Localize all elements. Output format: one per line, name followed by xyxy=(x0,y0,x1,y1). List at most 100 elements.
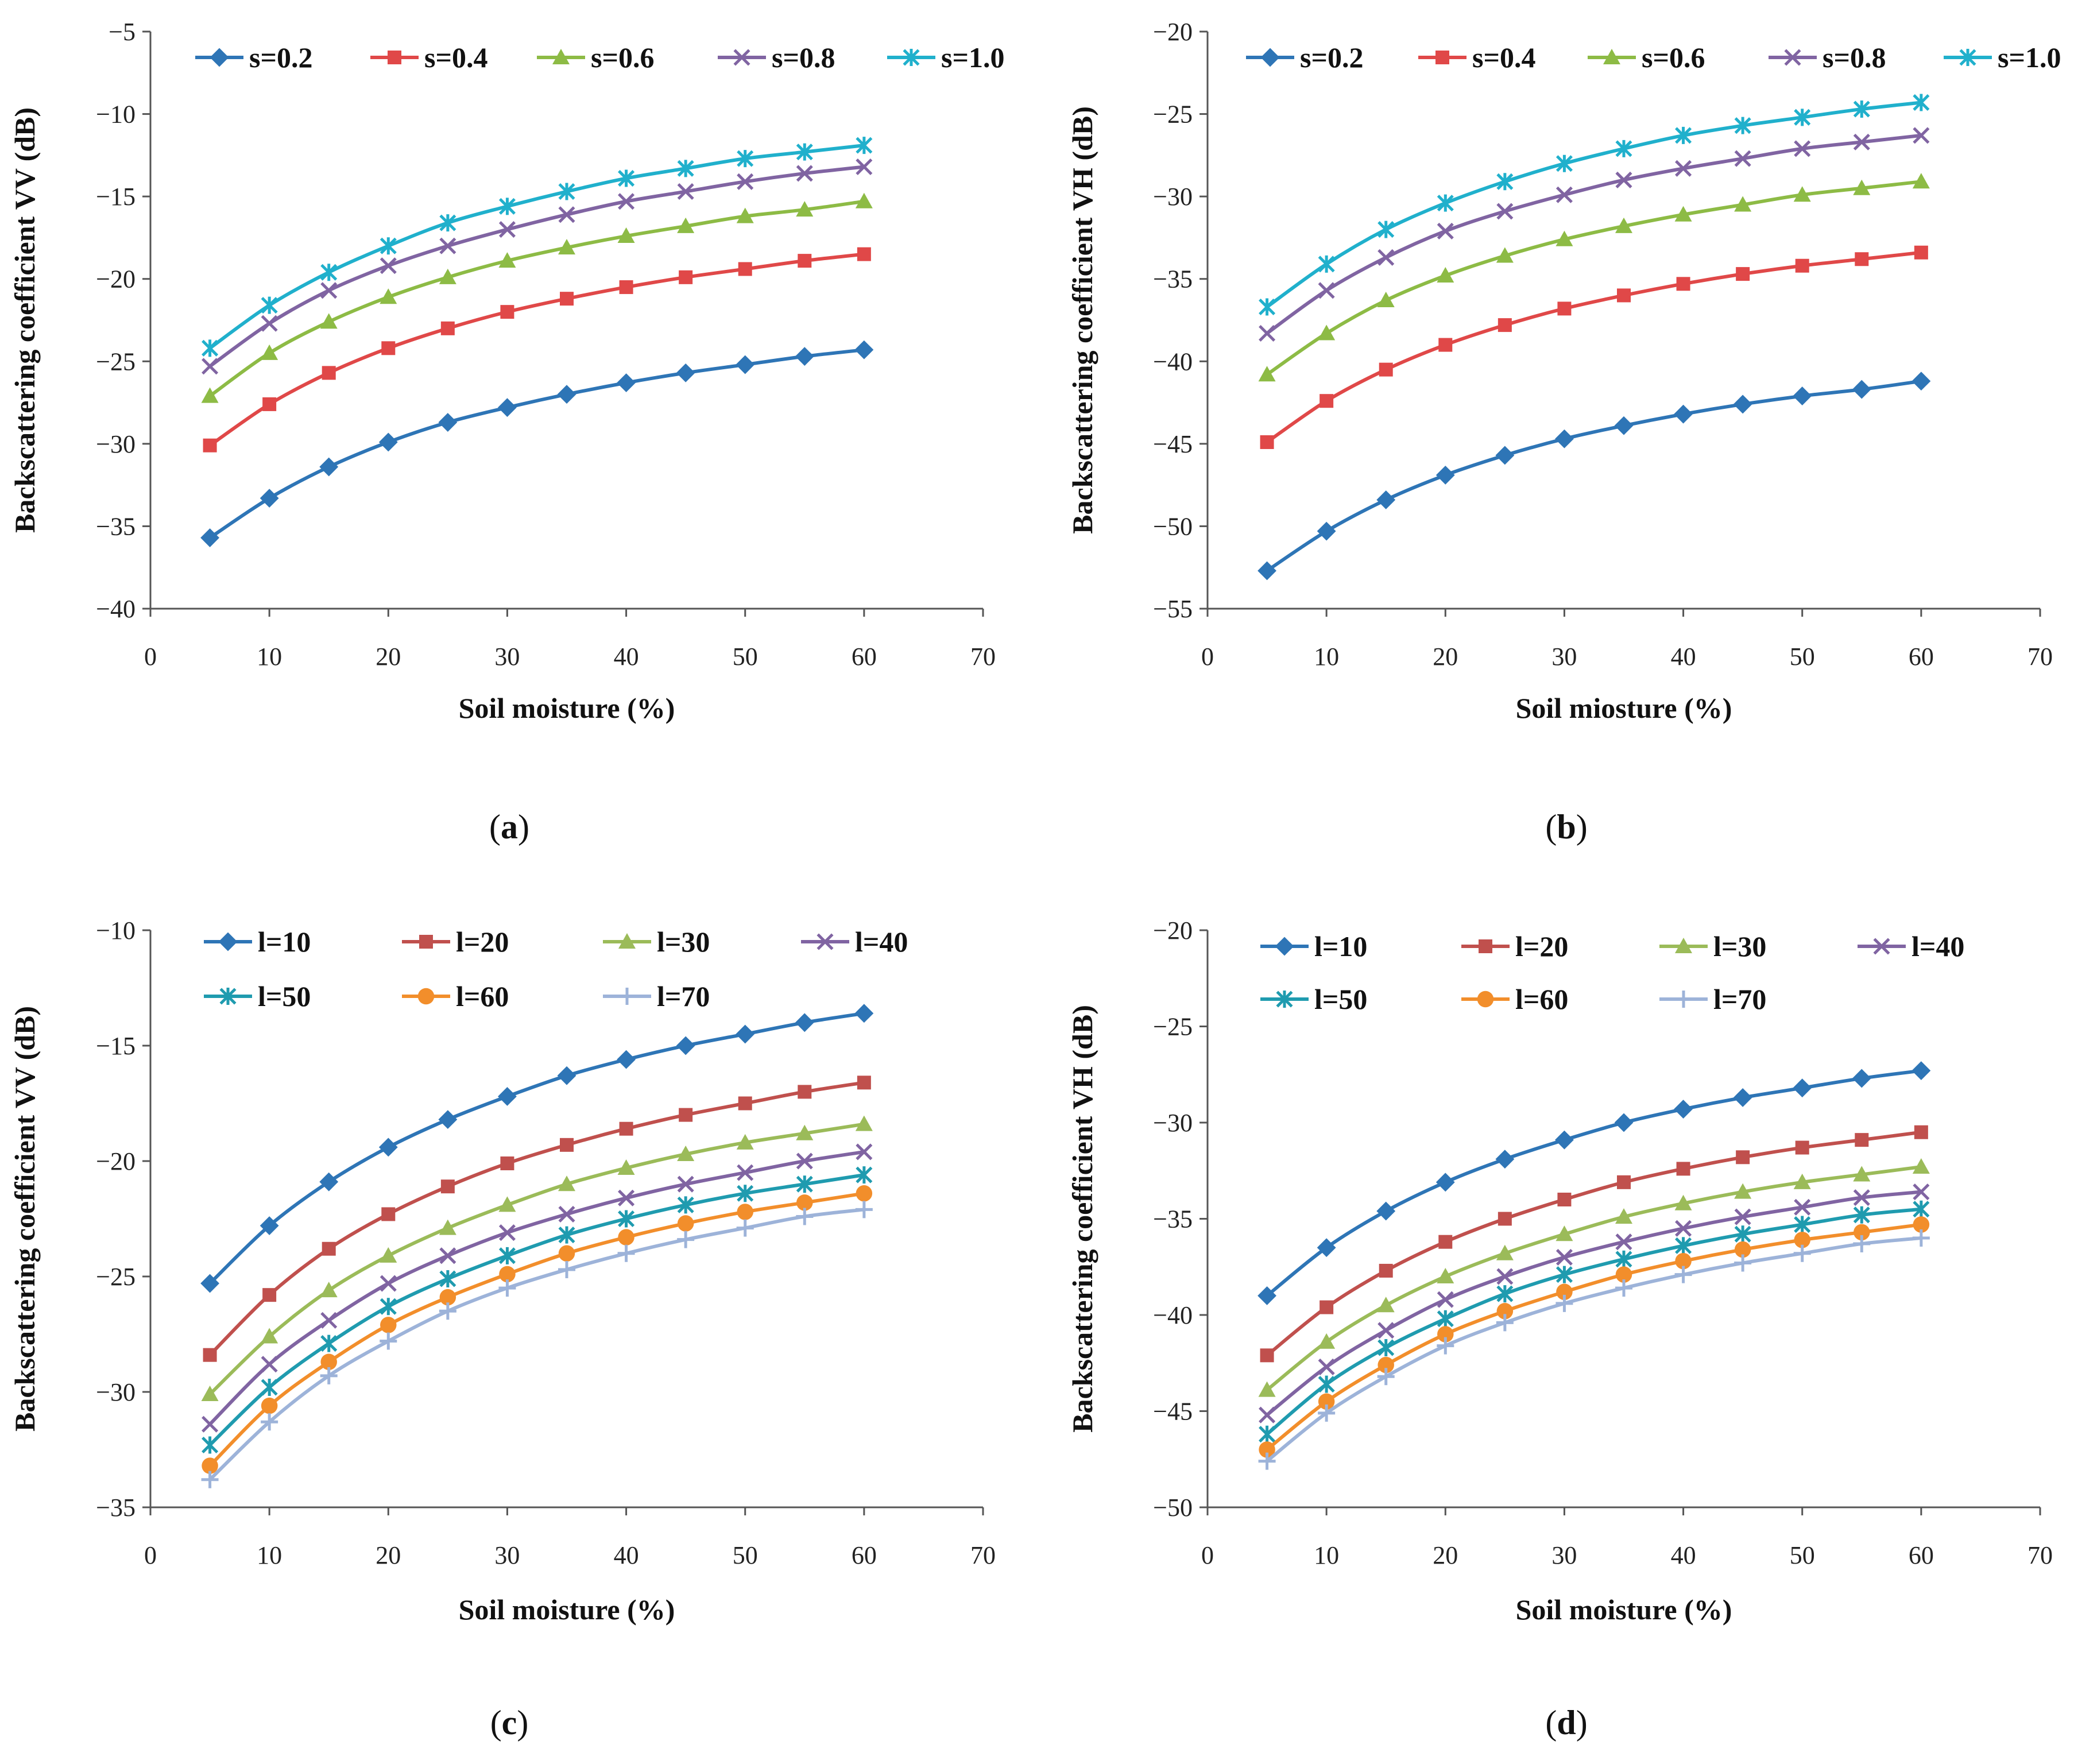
data-point xyxy=(1913,94,1930,111)
data-point xyxy=(320,1334,338,1352)
data-point xyxy=(1556,1294,1573,1312)
data-point xyxy=(1794,109,1811,126)
data-point xyxy=(202,358,219,375)
data-point xyxy=(1913,1216,1930,1233)
data-point xyxy=(796,1175,813,1193)
data-point xyxy=(558,206,575,223)
x-tick-label: 60 xyxy=(852,1541,877,1569)
data-point xyxy=(798,254,812,268)
data-point xyxy=(1437,1268,1454,1283)
data-point xyxy=(261,1378,278,1396)
panel-label-open: ( xyxy=(1545,808,1557,846)
legend-label: l=30 xyxy=(1713,930,1766,962)
data-point xyxy=(498,398,517,417)
data-point xyxy=(1912,1229,1930,1247)
data-point xyxy=(1496,1244,1514,1260)
data-point xyxy=(498,198,516,215)
data-point xyxy=(262,397,277,411)
data-point xyxy=(677,160,694,177)
data-point xyxy=(1258,1452,1276,1470)
y-tick-label: −35 xyxy=(1153,1205,1193,1233)
data-point xyxy=(617,373,636,393)
x-tick-label: 70 xyxy=(2027,1541,2053,1569)
x-tick-label: 70 xyxy=(970,1541,996,1569)
y-tick-label: −45 xyxy=(1153,1398,1193,1426)
data-point xyxy=(1795,1140,1809,1155)
data-point xyxy=(203,1348,217,1362)
x-tick-label: 20 xyxy=(1433,643,1458,671)
data-point xyxy=(1257,1286,1276,1305)
data-point xyxy=(1435,1173,1455,1192)
data-point xyxy=(1793,1173,1811,1189)
panel-label-letter: d xyxy=(1557,1704,1576,1742)
x-tick-label: 0 xyxy=(1201,643,1214,671)
legend-marker xyxy=(1603,49,1620,64)
data-point xyxy=(736,1024,755,1044)
data-point xyxy=(796,143,813,161)
data-point xyxy=(261,344,278,360)
data-point xyxy=(1437,1337,1454,1355)
data-point xyxy=(679,270,693,284)
data-point xyxy=(679,1108,693,1122)
legend-marker xyxy=(618,988,636,1005)
x-tick-label: 30 xyxy=(1551,643,1577,671)
data-point xyxy=(1675,1237,1692,1255)
data-point xyxy=(1615,140,1632,157)
legend-item: s=0.4 xyxy=(1418,41,1535,74)
legend-label: l=70 xyxy=(1713,983,1766,1015)
data-point xyxy=(1617,1175,1631,1189)
data-point xyxy=(202,1415,219,1433)
data-point xyxy=(261,315,278,332)
data-point xyxy=(322,366,336,380)
legend-item: s=0.2 xyxy=(195,41,312,74)
legend-marker xyxy=(817,933,834,950)
data-point xyxy=(677,1196,694,1214)
data-point xyxy=(1913,1183,1930,1201)
legend-item: l=20 xyxy=(402,926,509,958)
data-point xyxy=(1615,171,1632,188)
legend-marker xyxy=(1873,938,1890,955)
x-tick-label: 20 xyxy=(376,1541,401,1569)
legend-marker xyxy=(733,49,750,66)
data-point xyxy=(558,183,575,200)
data-point xyxy=(557,1066,576,1085)
data-point xyxy=(498,1087,517,1106)
data-point xyxy=(1853,1206,1870,1224)
series-l=60 xyxy=(202,1185,873,1474)
legend-item: l=30 xyxy=(1659,930,1766,962)
data-point xyxy=(1734,117,1751,134)
data-point xyxy=(439,1289,456,1306)
data-point xyxy=(1853,1166,1871,1182)
series-s=0.4 xyxy=(203,247,871,452)
data-point xyxy=(1437,266,1454,283)
data-point xyxy=(1793,1078,1812,1098)
data-point xyxy=(1793,386,1812,405)
data-point xyxy=(1676,1162,1690,1176)
legend-marker xyxy=(210,48,229,67)
legend-label: s=0.8 xyxy=(1823,41,1886,74)
data-point xyxy=(855,1115,873,1131)
data-point xyxy=(1376,1201,1396,1221)
data-point xyxy=(1793,186,1811,202)
x-tick-label: 10 xyxy=(1314,643,1339,671)
data-point xyxy=(617,1244,635,1262)
x-tick-label: 20 xyxy=(376,643,401,671)
data-point xyxy=(854,340,874,359)
data-point xyxy=(1259,324,1276,342)
data-point xyxy=(261,1356,278,1373)
data-point xyxy=(380,1275,397,1292)
data-point xyxy=(200,1274,219,1293)
data-point xyxy=(1674,1266,1692,1283)
panel-label-letter: c xyxy=(502,1704,517,1742)
data-point xyxy=(1496,173,1514,191)
data-point xyxy=(200,528,219,547)
data-point xyxy=(677,217,695,233)
data-point xyxy=(857,1076,871,1090)
legend-label: l=70 xyxy=(657,980,710,1012)
data-point xyxy=(798,1085,812,1099)
series-line xyxy=(208,1011,865,1285)
x-tick-label: 70 xyxy=(2027,643,2053,671)
data-point xyxy=(378,1138,398,1157)
data-point xyxy=(1557,301,1572,316)
y-tick-label: −30 xyxy=(96,430,136,458)
